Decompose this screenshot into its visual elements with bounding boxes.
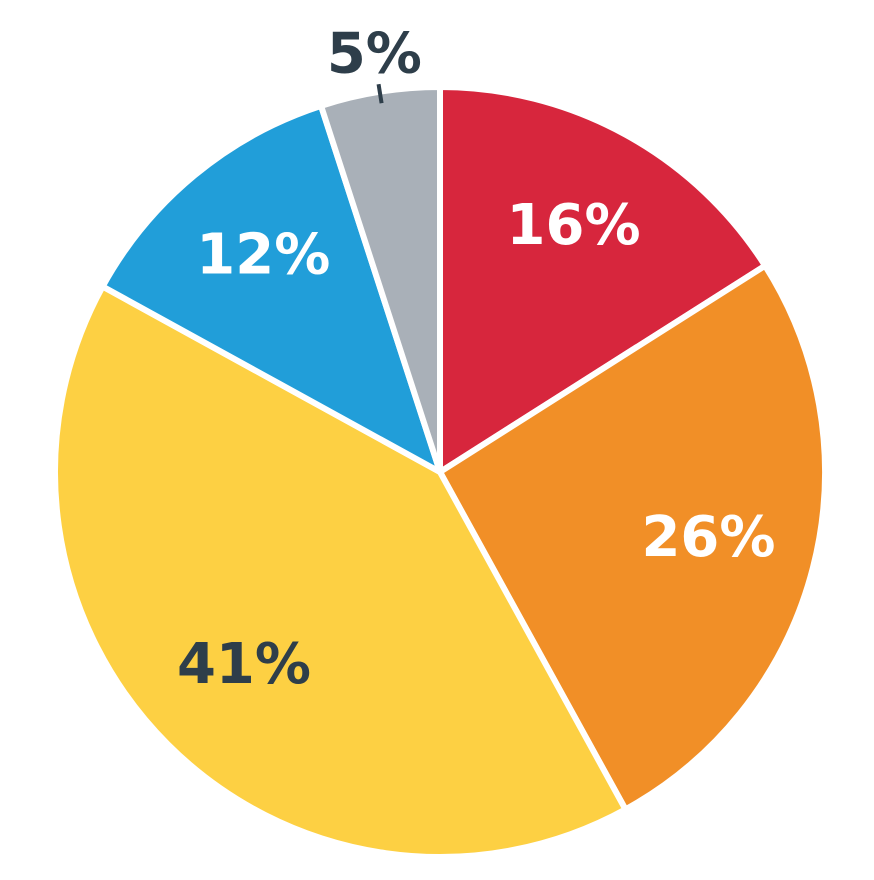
pie-slice <box>437 84 769 475</box>
pie-slice <box>52 283 629 860</box>
data-label: 26% <box>641 505 775 570</box>
leader-line <box>376 83 384 104</box>
pie-slice <box>99 102 443 475</box>
pie-slice <box>437 262 828 813</box>
data-label: 5% <box>327 22 422 87</box>
data-label: 16% <box>507 193 641 258</box>
data-label: 41% <box>177 632 311 697</box>
data-label: 12% <box>196 223 330 288</box>
